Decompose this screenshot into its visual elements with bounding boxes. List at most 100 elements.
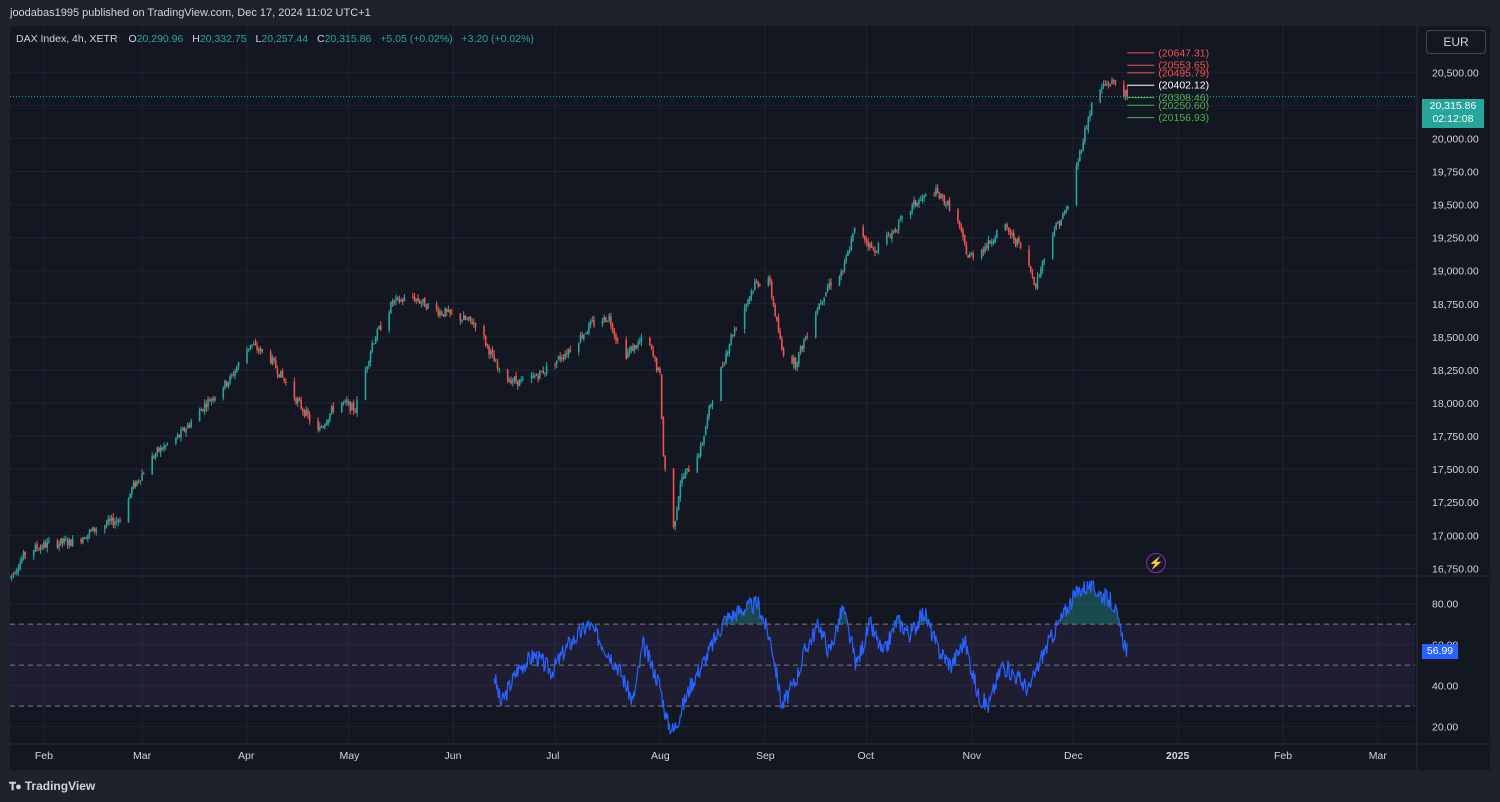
candle-body [632,346,634,352]
candle-body [271,357,274,365]
candle-body [449,309,451,314]
time-axis-label: Apr [238,750,255,762]
candle-body [843,261,846,271]
candle-body [346,400,348,403]
candle-body [43,542,45,548]
candle-body [412,296,414,298]
candle-body [792,357,795,365]
candle-body [814,313,817,338]
time-axis-label: Feb [1274,750,1292,762]
candle-body [924,194,927,196]
candle-body [584,333,587,335]
candle-body [188,424,191,427]
candle-body [777,318,780,333]
candle-body [308,414,311,422]
candle-body [1043,258,1046,262]
pivot-level-label: (20495.79) [1158,67,1209,79]
high-label: H [192,33,200,45]
candle-body [747,300,749,305]
candle-body [874,249,876,254]
candle-body [535,374,538,376]
candle-body [803,340,805,349]
candle-body [252,344,255,346]
candle-body [276,369,279,375]
chart-area[interactable]: (20647.31) (20553.65) (20495.79) (20402.12)… [10,26,1490,770]
candle-body [137,480,140,482]
candle-body [569,349,572,352]
candle-body [627,352,629,358]
candle-body [368,361,370,367]
candle-body [374,338,377,344]
candle-body [513,377,516,382]
candle-body [796,363,798,368]
candle-body [285,381,287,383]
candle-body [919,199,922,201]
candle-body [85,538,87,540]
candle-body [698,455,700,458]
candle-body [398,298,401,303]
candle-body [258,348,260,351]
candle-body [1007,227,1010,233]
candle-body [852,233,854,240]
candle-body [332,406,335,412]
chart-canvas[interactable]: (20647.31)(20553.65)(20495.79)(20402.12)… [10,26,1490,770]
candle-body [80,538,82,542]
candle-body [185,429,187,433]
time-axis-label: Mar [133,750,152,762]
candle-body [12,573,15,575]
candle-body [982,249,985,252]
candle-body [965,245,968,255]
candle-body [958,221,961,228]
candle-body [825,292,827,297]
candle-body [283,377,286,381]
candle-body [686,468,688,471]
candle-body [748,296,751,302]
candle-body [1028,249,1030,266]
candle-body [439,311,441,316]
candle-body [708,406,710,418]
candle-body [109,519,111,521]
candle-body [637,342,639,347]
candle-body [161,448,164,450]
low-label: L [255,33,262,45]
candle-body [901,215,903,219]
candle-body [721,365,724,367]
candle-body [232,374,235,376]
price-axis-label: 19,750.00 [1432,167,1479,179]
candle-body [1124,89,1127,96]
candle-body [352,402,355,411]
pivot-level-label: (20156.93) [1158,112,1209,124]
pivot-level-label: (20553.65) [1158,60,1209,72]
candle-body [1041,260,1044,270]
candle-body [989,240,991,244]
candle-body [493,354,495,362]
candle-body [533,375,536,377]
price-axis-label: 18,750.00 [1432,299,1479,311]
candle-body [110,517,113,521]
symbol-label[interactable]: DAX Index, 4h, XETR [16,33,118,45]
candle-body [847,251,849,257]
candle-body [557,356,560,360]
candle-body [674,520,677,527]
lightning-icon[interactable]: ⚡ [1146,553,1166,573]
currency-button[interactable]: EUR [1426,30,1486,54]
candle-body [437,309,440,316]
candle-body [484,335,487,346]
candle-body [508,380,511,383]
candle-body [364,369,367,400]
candle-body [935,188,937,196]
candle-body [799,346,802,353]
candle-body [269,351,272,364]
candle-body [672,468,675,528]
tradingview-logo[interactable]: 𝐓● TradingView [9,779,95,794]
candle-body [142,473,145,475]
candle-body [838,276,841,286]
candle-body [373,343,375,345]
candle-body [483,326,485,336]
candle-body [870,243,873,248]
candle-body [745,304,748,307]
candle-body [583,334,585,340]
candle-body [806,336,809,338]
candle-body [489,350,492,355]
candle-body [853,227,856,233]
